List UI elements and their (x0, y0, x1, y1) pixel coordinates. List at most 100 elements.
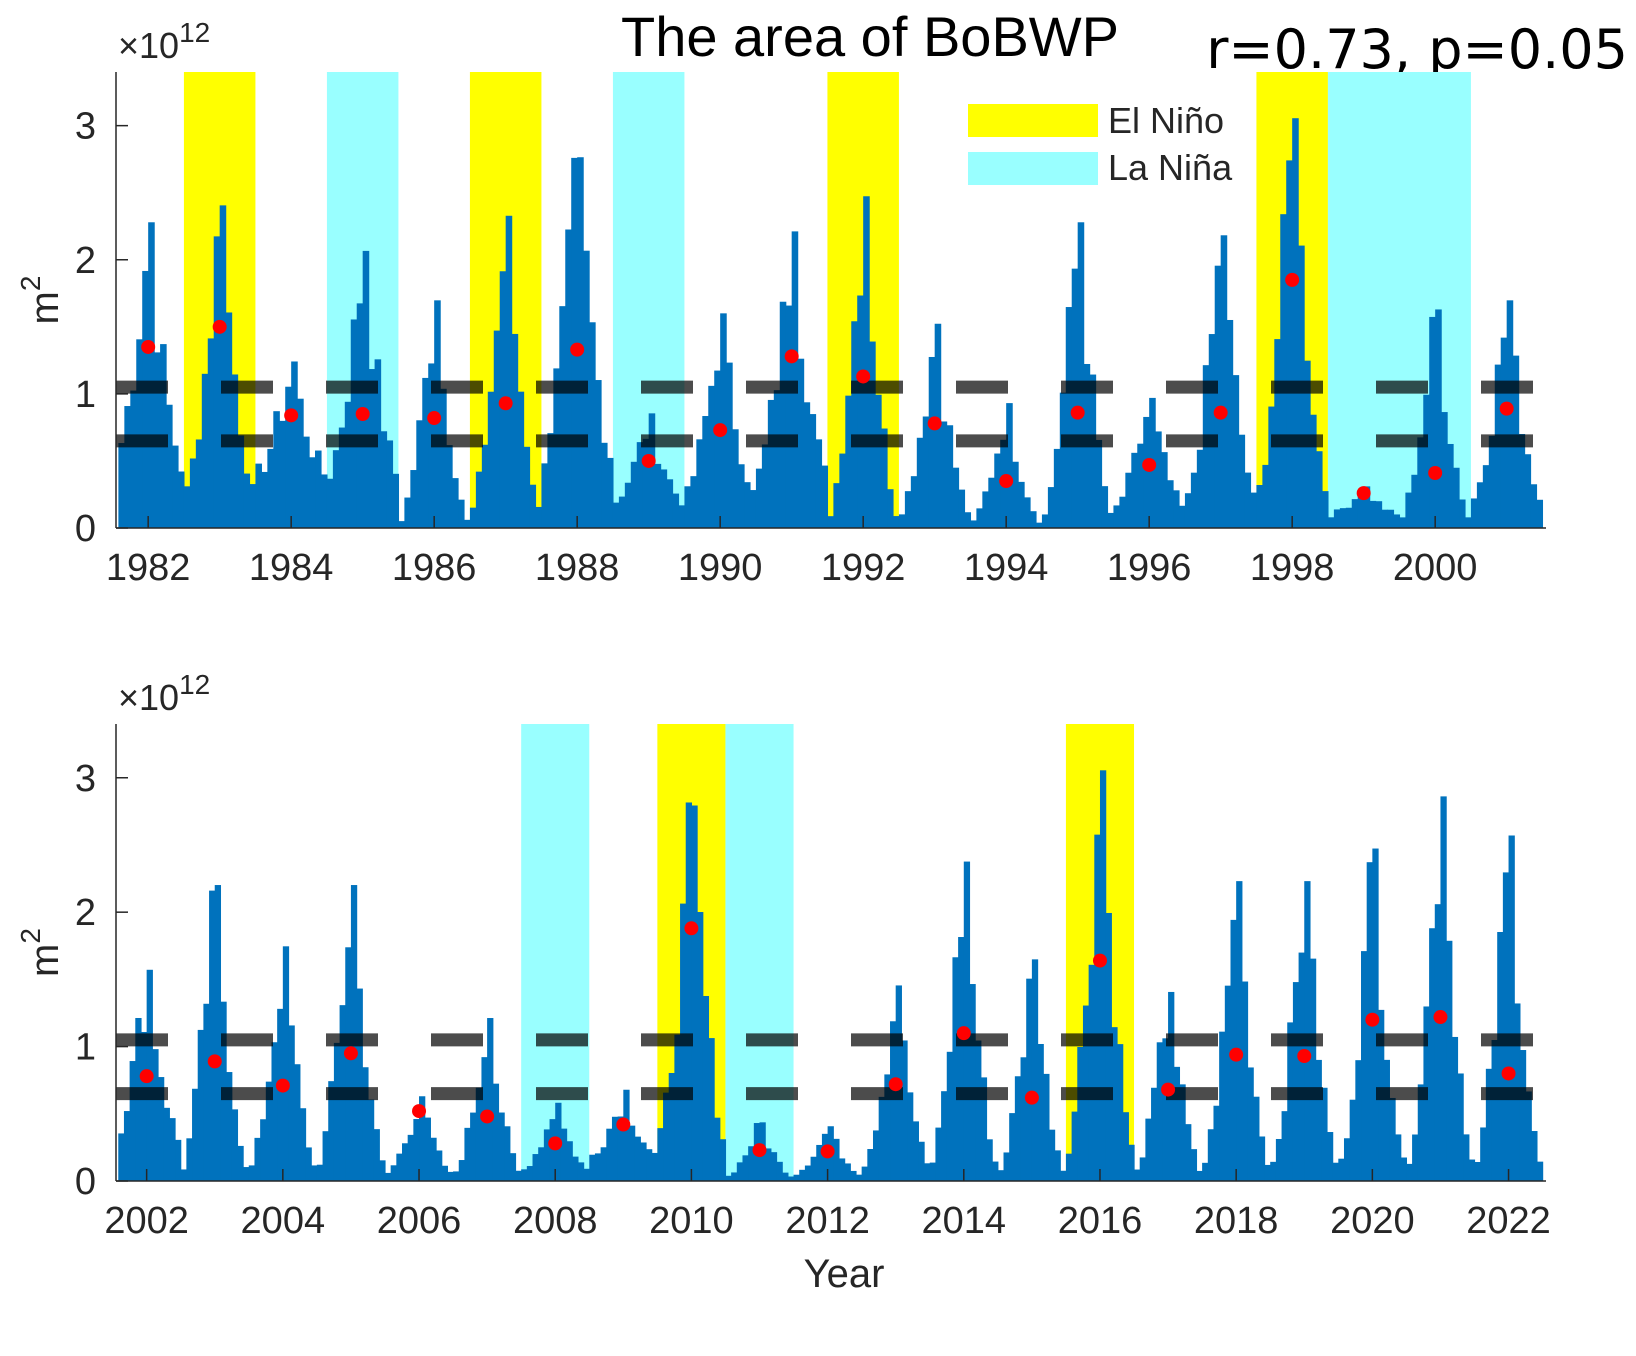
area-bar (1258, 1136, 1266, 1181)
area-bar (612, 502, 620, 528)
area-bar (904, 491, 912, 528)
legend-swatch-el-nino (968, 104, 1098, 137)
area-bar (541, 463, 548, 528)
area-bar (1060, 1170, 1067, 1181)
area-bar (1281, 1111, 1288, 1181)
area-bar (1292, 118, 1299, 529)
area-bar (1338, 1158, 1345, 1181)
area-bar (398, 521, 405, 528)
area-bar (714, 370, 721, 528)
area-bar (744, 482, 751, 528)
area-bar (311, 1165, 318, 1181)
area-bar (946, 425, 954, 528)
area-bar (1399, 517, 1406, 528)
x-tick-label: 2002 (104, 1200, 189, 1242)
area-bar (779, 301, 787, 528)
area-bar (875, 394, 882, 528)
area-bar (267, 448, 274, 528)
area-bar (344, 401, 352, 528)
area-bar (320, 474, 328, 528)
area-bar (1226, 319, 1234, 528)
area-bar (404, 497, 411, 528)
area-bar (577, 1162, 585, 1181)
area-bar (624, 482, 632, 528)
area-bar (338, 427, 346, 528)
area-bar (910, 476, 918, 528)
area-bar (589, 322, 596, 528)
area-bar (362, 1067, 369, 1181)
area-bar (725, 1175, 732, 1181)
area-bar (719, 1139, 727, 1181)
area-bar (731, 1172, 738, 1181)
area-bar (231, 1109, 239, 1181)
area-bar (799, 1169, 806, 1181)
area-bar (328, 1081, 335, 1181)
area-bar (172, 445, 179, 528)
area-bar (884, 1074, 891, 1181)
x-tick-label: 2010 (649, 1200, 734, 1242)
area-bar (140, 1031, 148, 1181)
annual-mean-point (1024, 1090, 1039, 1105)
y-tick-label: 1 (75, 1027, 96, 1069)
area-bar (231, 374, 239, 528)
exponent-superscript: 12 (179, 17, 210, 48)
area-bar (1355, 1060, 1362, 1181)
area-bar (1214, 265, 1222, 528)
area-bar (297, 398, 304, 528)
area-bar (197, 1029, 204, 1181)
area-bar (309, 457, 316, 528)
area-bar (1339, 508, 1347, 528)
area-bar (1321, 1087, 1328, 1181)
y-tick-label: 2 (75, 240, 96, 282)
area-bar (523, 446, 531, 528)
area-bar (1435, 309, 1442, 528)
area-bar (279, 420, 286, 528)
area-bar (929, 1162, 937, 1181)
area-bar (440, 388, 447, 528)
area-bar (142, 270, 149, 528)
chart-title: The area of BoBWP (620, 5, 1119, 68)
area-bar (1236, 881, 1243, 1181)
x-tick-label: 2020 (1330, 1200, 1415, 1242)
area-bar (690, 476, 697, 528)
annual-mean-point (1092, 953, 1107, 968)
area-bar (1363, 486, 1371, 528)
area-bar (1184, 493, 1192, 528)
area-bar (1238, 434, 1246, 528)
area-bar (997, 1170, 1005, 1181)
area-bar (785, 305, 793, 528)
area-bar (1071, 1111, 1078, 1181)
area-bar (1161, 452, 1168, 528)
x-tick-label: 2018 (1194, 1200, 1279, 1242)
area-bar (663, 1092, 670, 1181)
area-bar (1287, 1022, 1294, 1181)
area-bar (273, 411, 280, 528)
area-bar (1423, 394, 1430, 528)
area-bar (186, 1138, 193, 1181)
area-bar (742, 1155, 749, 1181)
annual-mean-point (1433, 1010, 1448, 1025)
area-bar (498, 1112, 505, 1181)
area-bar (749, 490, 757, 528)
area-bar (1024, 497, 1031, 528)
area-bar (1202, 1162, 1209, 1181)
area-bar (183, 486, 191, 528)
area-bar (248, 1165, 256, 1181)
area-bar (136, 339, 143, 528)
area-bar (201, 373, 209, 528)
exponent-superscript: 12 (179, 669, 210, 700)
area-bar (640, 1142, 647, 1181)
area-bar (1345, 507, 1353, 528)
area-bar (249, 484, 257, 528)
area-bar (1369, 500, 1377, 528)
area-bar (1003, 1152, 1010, 1181)
y-axis-title: m2 (15, 928, 67, 977)
area-bar (559, 306, 566, 528)
area-bar (214, 885, 222, 1181)
area-bar (1488, 435, 1496, 528)
area-bar (815, 439, 823, 528)
area-bar (918, 1141, 925, 1181)
area-bar (1434, 904, 1442, 1181)
area-bar (589, 1154, 596, 1181)
area-bar (776, 1161, 783, 1181)
